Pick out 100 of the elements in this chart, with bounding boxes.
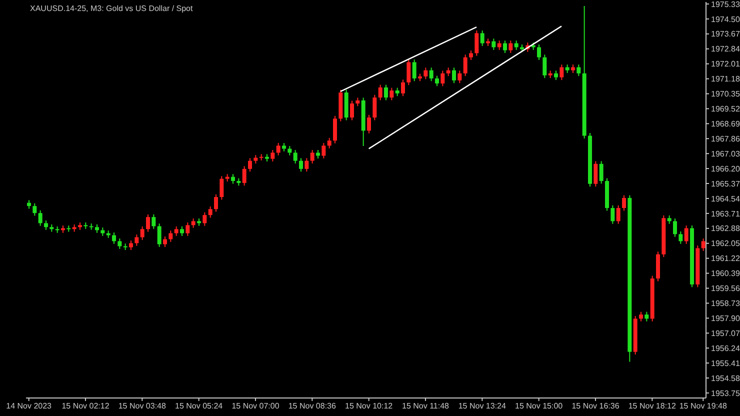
y-tick-label: 1969.52 — [711, 104, 740, 114]
candlestick — [38, 210, 42, 226]
candlestick — [384, 84, 388, 101]
candlestick — [644, 311, 649, 322]
candlestick — [180, 226, 184, 236]
candlestick — [129, 240, 133, 251]
x-tick-label: 15 Nov 15:00 — [515, 402, 564, 411]
y-tick-label: 1957.07 — [711, 328, 740, 338]
candlestick — [146, 214, 150, 232]
y-tick-label: 1970.35 — [711, 90, 740, 99]
candlestick — [134, 234, 139, 246]
y-tick-label: 1974.50 — [711, 14, 740, 24]
candlestick — [214, 194, 218, 212]
y-tick-label: 1971.18 — [711, 74, 740, 84]
candlestick — [406, 59, 411, 86]
y-tick-label: 1975.33 — [711, 0, 740, 9]
candlestick — [673, 218, 677, 238]
candlestick — [378, 84, 382, 101]
y-tick-label: 1961.22 — [711, 254, 740, 264]
candlestick — [537, 44, 541, 61]
y-tick-label: 1959.56 — [711, 284, 740, 294]
candlestick — [372, 94, 377, 121]
candlestick — [152, 214, 156, 230]
candlestick — [412, 59, 416, 82]
x-tick-label: 15 Nov 02:12 — [62, 402, 110, 411]
candlestick — [463, 54, 468, 77]
candlestick — [140, 226, 144, 240]
y-tick-label: 1958.73 — [711, 299, 740, 308]
candlestick — [429, 67, 434, 82]
candlestick — [435, 75, 439, 87]
candlestick — [469, 50, 473, 61]
candlestick — [474, 30, 479, 56]
candlestick — [293, 149, 298, 164]
y-tick-label: 1963.71 — [711, 209, 740, 218]
candlestick — [594, 160, 598, 188]
candlestick — [242, 166, 246, 186]
y-tick-label: 1965.37 — [711, 179, 740, 188]
x-tick-label: 15 Nov 03:48 — [118, 402, 167, 411]
candlestick — [276, 142, 280, 156]
candlestick — [542, 54, 547, 79]
candlestick — [599, 160, 604, 184]
x-tick-label: 15 Nov 07:00 — [232, 402, 280, 411]
candlestick — [44, 220, 48, 230]
candlestick — [480, 30, 484, 46]
candlestick — [492, 38, 496, 50]
y-tick-label: 1973.67 — [711, 30, 740, 39]
candlestick — [508, 40, 513, 54]
candlestick — [350, 100, 354, 121]
candlestick — [310, 149, 314, 164]
candlestick — [32, 202, 37, 216]
candlestick — [458, 70, 462, 84]
y-tick-label: 1968.69 — [711, 120, 740, 129]
candlestick — [118, 238, 122, 250]
y-tick-label: 1953.75 — [711, 388, 740, 398]
candlestick — [202, 212, 207, 226]
candlestick — [174, 226, 178, 236]
candlestick — [186, 222, 190, 236]
candlestick — [554, 70, 558, 81]
candlestick — [112, 232, 116, 244]
candlestick — [191, 218, 196, 228]
candlestick — [333, 115, 337, 144]
y-tick-label: 1972.84 — [711, 44, 740, 54]
candlestick — [678, 230, 683, 244]
candlestick — [367, 114, 371, 134]
y-tick-label: 1954.58 — [711, 374, 740, 383]
candlestick — [452, 67, 456, 84]
y-tick-label: 1967.86 — [711, 134, 740, 144]
x-tick-label: 15 Nov 10:12 — [345, 402, 394, 411]
y-tick-label: 1956.24 — [711, 344, 740, 353]
x-tick-label: 15 Nov 13:24 — [458, 402, 507, 411]
y-tick-label: 1955.41 — [711, 358, 740, 368]
y-tick-label: 1964.54 — [711, 194, 740, 204]
x-tick-label: 15 Nov 08:36 — [288, 402, 337, 411]
chart-title: XAUUSD.14-25, M3: Gold vs US Dollar / Spot — [30, 4, 194, 13]
x-tick-label: 15 Nov 05:24 — [175, 402, 224, 411]
candlestick — [622, 194, 626, 212]
y-tick-label: 1962.05 — [711, 239, 740, 248]
candlestick — [288, 146, 292, 156]
y-tick-label: 1962.88 — [711, 224, 740, 234]
y-tick-label: 1966.20 — [711, 164, 740, 174]
candlestick — [163, 236, 167, 248]
candlestick — [327, 137, 332, 149]
candlestick — [560, 64, 564, 81]
x-tick-label: 15 Nov 18:12 — [628, 402, 677, 411]
x-tick-label: 15 Nov 16:36 — [572, 402, 620, 411]
y-tick-label: 1972.01 — [711, 60, 740, 69]
candlestick — [270, 149, 275, 162]
candlestick — [440, 70, 445, 87]
candlestick — [220, 176, 224, 200]
candlestick — [390, 87, 394, 101]
candlestick — [639, 311, 643, 322]
candlestick — [401, 79, 405, 97]
candlestick — [503, 40, 507, 54]
x-tick-label: 14 Nov 2023 — [6, 402, 52, 411]
x-tick-label: 15 Nov 19:48 — [679, 402, 728, 411]
y-tick-label: 1960.39 — [711, 269, 740, 278]
y-tick-label: 1957.90 — [711, 314, 740, 323]
candlestick — [299, 158, 303, 172]
candlestick — [424, 67, 428, 80]
candlestick — [231, 174, 235, 184]
